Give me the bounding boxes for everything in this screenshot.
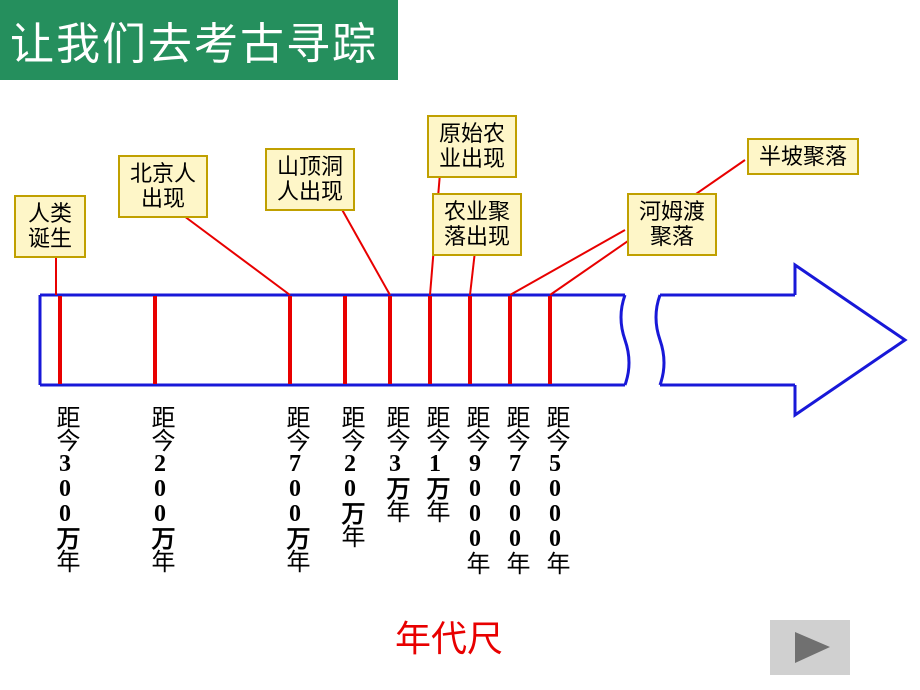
event-hemudu: 河姆渡聚落	[627, 193, 717, 256]
caption-text: 年代尺	[395, 619, 503, 659]
date-label: 距今1万年	[418, 405, 453, 522]
event-agriculture: 原始农业出现	[427, 115, 517, 178]
diagram-svg	[0, 0, 920, 690]
date-label: 距今9000年	[458, 405, 493, 574]
event-settlement: 农业聚落出现	[432, 193, 522, 256]
date-label: 距今300万年	[48, 405, 83, 572]
event-cave-man: 山顶洞人出现	[265, 148, 355, 211]
date-label: 距今3万年	[378, 405, 413, 522]
date-label: 距今200万年	[143, 405, 178, 572]
event-beijing-man: 北京人出现	[118, 155, 208, 218]
event-human-birth: 人类诞生	[14, 195, 86, 258]
next-button[interactable]	[770, 620, 850, 675]
play-icon	[770, 620, 850, 675]
date-label: 距今20万年	[333, 405, 368, 547]
date-label: 距今7000年	[498, 405, 533, 574]
date-label: 距今5000年	[538, 405, 573, 574]
event-banpo: 半坡聚落	[747, 138, 859, 175]
timeline-caption: 年代尺	[395, 610, 503, 662]
date-label: 距今700万年	[278, 405, 313, 572]
page-title: 让我们去考古寻踪	[0, 0, 398, 80]
title-text: 让我们去考古寻踪	[10, 20, 378, 69]
diagram-stage: 让我们去考古寻踪 人类诞生北京人出现山顶洞人出现 原始农业出现农业聚落出现 河姆渡聚…	[0, 0, 920, 690]
